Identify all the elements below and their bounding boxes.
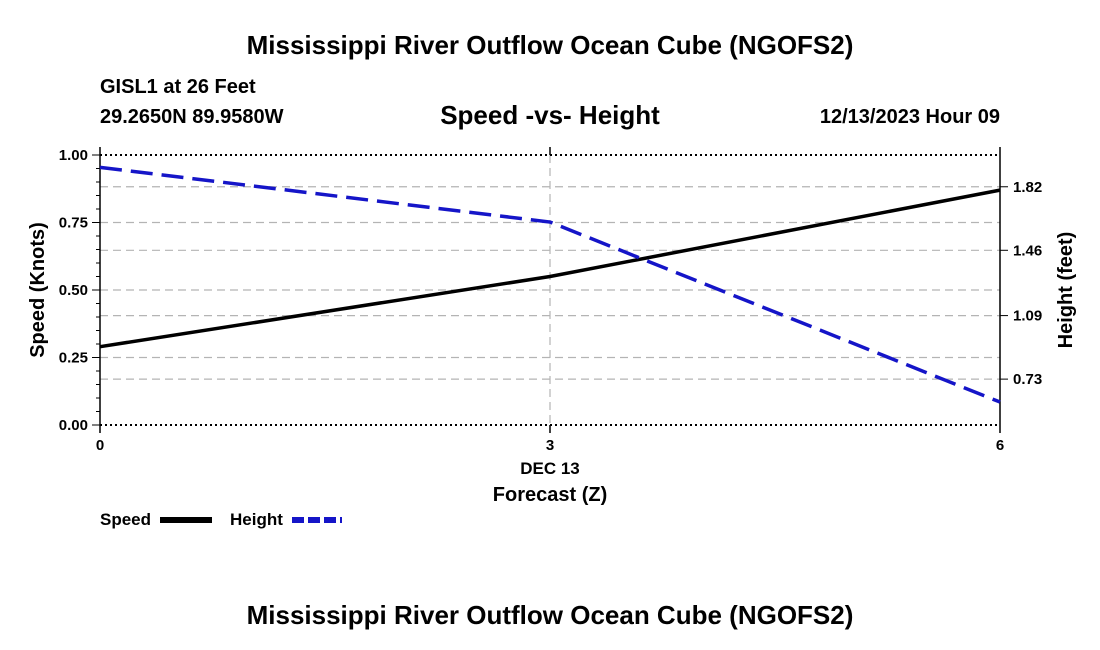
- left-tick-label: 0.00: [59, 417, 88, 434]
- coordinates-label: 29.2650N 89.9580W: [100, 106, 284, 128]
- legend-label-speed: Speed: [100, 510, 151, 529]
- x-tick-label: 3: [546, 437, 554, 454]
- left-tick-label: 0.50: [59, 282, 88, 299]
- x-tick-label: 6: [996, 437, 1004, 454]
- speed-series-line: [99, 188, 1001, 349]
- right-tick-label: 1.46: [1013, 242, 1042, 259]
- x-axis-label: Forecast (Z): [493, 484, 607, 506]
- left-tick-label: 0.75: [59, 215, 88, 232]
- right-tick-label: 1.09: [1013, 308, 1042, 325]
- right-tick-label: 0.73: [1013, 371, 1042, 388]
- legend-label-height: Height: [230, 510, 283, 529]
- chart-subtitle: Speed -vs- Height: [440, 100, 660, 130]
- right-tick-label: 1.82: [1013, 179, 1042, 196]
- datetime-label: 12/13/2023 Hour 09: [819, 106, 1000, 128]
- chart-main-title: Mississippi River Outflow Ocean Cube (NG…: [246, 30, 854, 60]
- x-date-label: DEC 13: [520, 459, 580, 478]
- station-label: GISL1 at 26 Feet: [100, 76, 256, 98]
- y-axis-label-right: Height (feet): [1055, 232, 1077, 349]
- x-tick-label: 0: [96, 437, 104, 454]
- left-tick-label: 1.00: [59, 147, 88, 164]
- y-axis-label-left: Speed (Knots): [27, 222, 49, 358]
- height-series-line: [99, 165, 1001, 404]
- left-tick-label: 0.25: [59, 350, 88, 367]
- footer-title: Mississippi River Outflow Ocean Cube (NG…: [246, 600, 854, 630]
